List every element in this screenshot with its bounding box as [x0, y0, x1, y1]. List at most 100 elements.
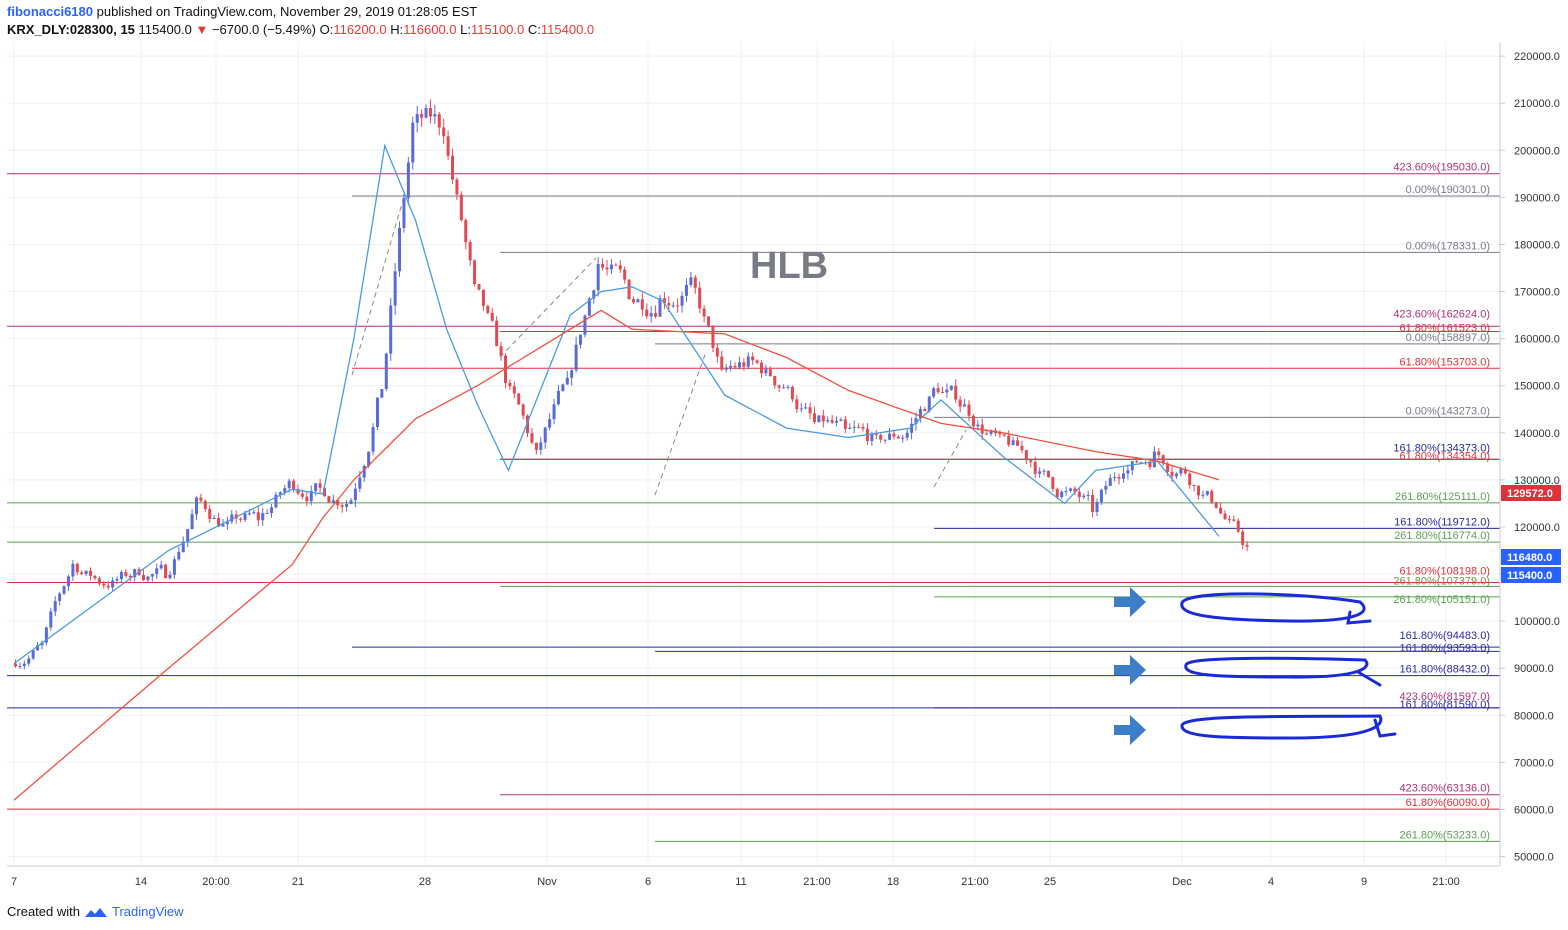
candle-body — [574, 344, 578, 371]
candle-body — [998, 433, 1002, 435]
candle-body — [967, 404, 971, 416]
candle-body — [521, 404, 525, 416]
candle-body — [177, 551, 181, 560]
candle-body — [905, 432, 909, 438]
candle-body — [428, 108, 432, 117]
tradingview-brand[interactable]: TradingView — [111, 904, 184, 919]
price-tick-label: 130000.0 — [1514, 475, 1560, 487]
candle-body — [632, 299, 635, 303]
candle-body — [1192, 484, 1196, 486]
price-tick-label: 60000.0 — [1514, 804, 1554, 816]
candle-body — [543, 427, 547, 443]
candle-body — [587, 298, 591, 316]
candle-body — [742, 362, 746, 367]
price-tags: 129572.0 116480.0 115400.0 — [1501, 485, 1561, 583]
candle-body — [464, 220, 468, 243]
time-tick-label: 21:00 — [803, 876, 831, 888]
low-value: 115100.0 — [471, 22, 525, 37]
candle-body — [623, 269, 627, 280]
candle-body — [1033, 462, 1037, 474]
candle-body — [1046, 470, 1050, 478]
candle-body — [40, 642, 44, 646]
candle-body — [658, 298, 662, 317]
candle-body — [883, 439, 887, 441]
fib-label: 161.80%(81590.0) — [1399, 699, 1490, 711]
fib-label: 423.60%(195030.0) — [1393, 162, 1490, 174]
candle-body — [852, 426, 856, 428]
candle-body — [499, 346, 503, 356]
candle-body — [971, 415, 975, 427]
candle-body — [724, 367, 728, 370]
candle-body — [1117, 477, 1121, 479]
candle-body — [583, 315, 587, 335]
candle-body — [821, 415, 825, 422]
candle-body — [782, 387, 786, 389]
candle-body — [958, 399, 962, 407]
candle-body — [1002, 434, 1006, 436]
candle-body — [795, 399, 799, 410]
candle-body — [592, 290, 596, 299]
candle-body — [737, 362, 741, 368]
candle-body — [954, 385, 958, 400]
candle-body — [124, 572, 128, 576]
last-price: 115400.0 — [138, 22, 192, 37]
price-tag-box — [1501, 567, 1561, 583]
candle-body — [1069, 488, 1073, 491]
candle-body — [627, 279, 631, 300]
candle-body — [662, 298, 666, 304]
candle-body — [155, 568, 159, 575]
candle-body — [225, 521, 229, 525]
tradingview-logo-icon[interactable] — [84, 905, 108, 919]
candle-body — [1020, 445, 1024, 451]
time-tick-label: 11 — [735, 876, 746, 888]
created-with-text: Created with — [7, 904, 80, 919]
symbol-name[interactable]: KRX_DLY:028300, 15 — [7, 22, 135, 37]
candle-body — [62, 586, 66, 594]
candle-body — [31, 650, 35, 659]
candle-body — [309, 491, 313, 502]
candle-body — [649, 313, 653, 317]
right-arrow-icon — [1114, 655, 1146, 685]
chart-grid — [7, 42, 1500, 866]
price-tick-label: 170000.0 — [1514, 287, 1560, 299]
chart-title-hlb: HLB — [750, 245, 828, 287]
time-tick-label: Nov — [537, 876, 557, 888]
candle-body — [18, 666, 22, 668]
time-axis[interactable]: 7 14 20:00 21 28 Nov 6 11 21:00 18 21:00 25 Dec 4 9 21:… — [7, 865, 1500, 888]
candle-body — [1170, 471, 1174, 477]
candle-body — [808, 407, 812, 414]
price-tick-label: 220000.0 — [1514, 51, 1560, 63]
candle-body — [609, 264, 613, 270]
candle-body — [296, 489, 300, 494]
candle-body — [932, 388, 936, 397]
candle-body — [437, 114, 441, 128]
candle-body — [455, 179, 459, 195]
candle-body — [843, 419, 847, 429]
candle-body — [80, 572, 84, 575]
fib-label: 61.80%(161523.0) — [1399, 322, 1490, 334]
candle-body — [75, 563, 79, 573]
candle-body — [221, 524, 225, 527]
fib-labels: 423.60%(195030.0) 0.00%(190301.0) 0.00%(17… — [1393, 162, 1490, 842]
candle-body — [411, 122, 415, 163]
candle-body — [892, 433, 896, 437]
candle-body — [36, 645, 40, 651]
time-tick-label: 18 — [887, 876, 899, 888]
price-axis[interactable]: 220000.0 210000.0 200000.0 190000.0 180000.0… — [1499, 42, 1568, 866]
candle-body — [534, 442, 538, 450]
candle-body — [720, 356, 724, 370]
candle-body — [680, 295, 684, 306]
candle-body — [84, 570, 88, 575]
candle-body — [888, 433, 892, 440]
candle-body — [402, 197, 406, 228]
candle-body — [115, 578, 119, 581]
candle-body — [1148, 462, 1152, 468]
candle-body — [804, 407, 808, 409]
candle-body — [1073, 488, 1077, 492]
candle-body — [133, 569, 137, 578]
author-link[interactable]: fibonacci6180 — [7, 4, 93, 19]
fib-label: 161.80%(94483.0) — [1399, 630, 1490, 642]
candle-body — [989, 430, 993, 434]
candle-body — [1095, 502, 1099, 512]
